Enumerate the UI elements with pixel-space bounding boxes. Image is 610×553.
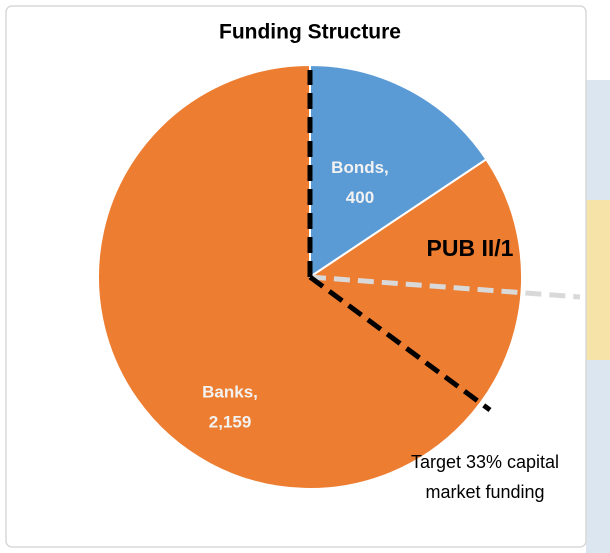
annotation: Target 33% capital (411, 452, 559, 472)
data-label: 400 (346, 188, 374, 207)
annotation: market funding (425, 482, 544, 502)
background-edge (586, 200, 610, 360)
data-label-name: Banks, (202, 382, 258, 401)
annotation: PUB II/1 (427, 235, 514, 261)
annotation-line (308, 274, 492, 413)
pie-slice (309, 63, 488, 279)
data-label-name: Bonds, (331, 158, 389, 177)
data-label: 2,159 (209, 412, 252, 431)
annotation-line (309, 274, 581, 300)
chart-title: Funding Structure (219, 21, 401, 44)
